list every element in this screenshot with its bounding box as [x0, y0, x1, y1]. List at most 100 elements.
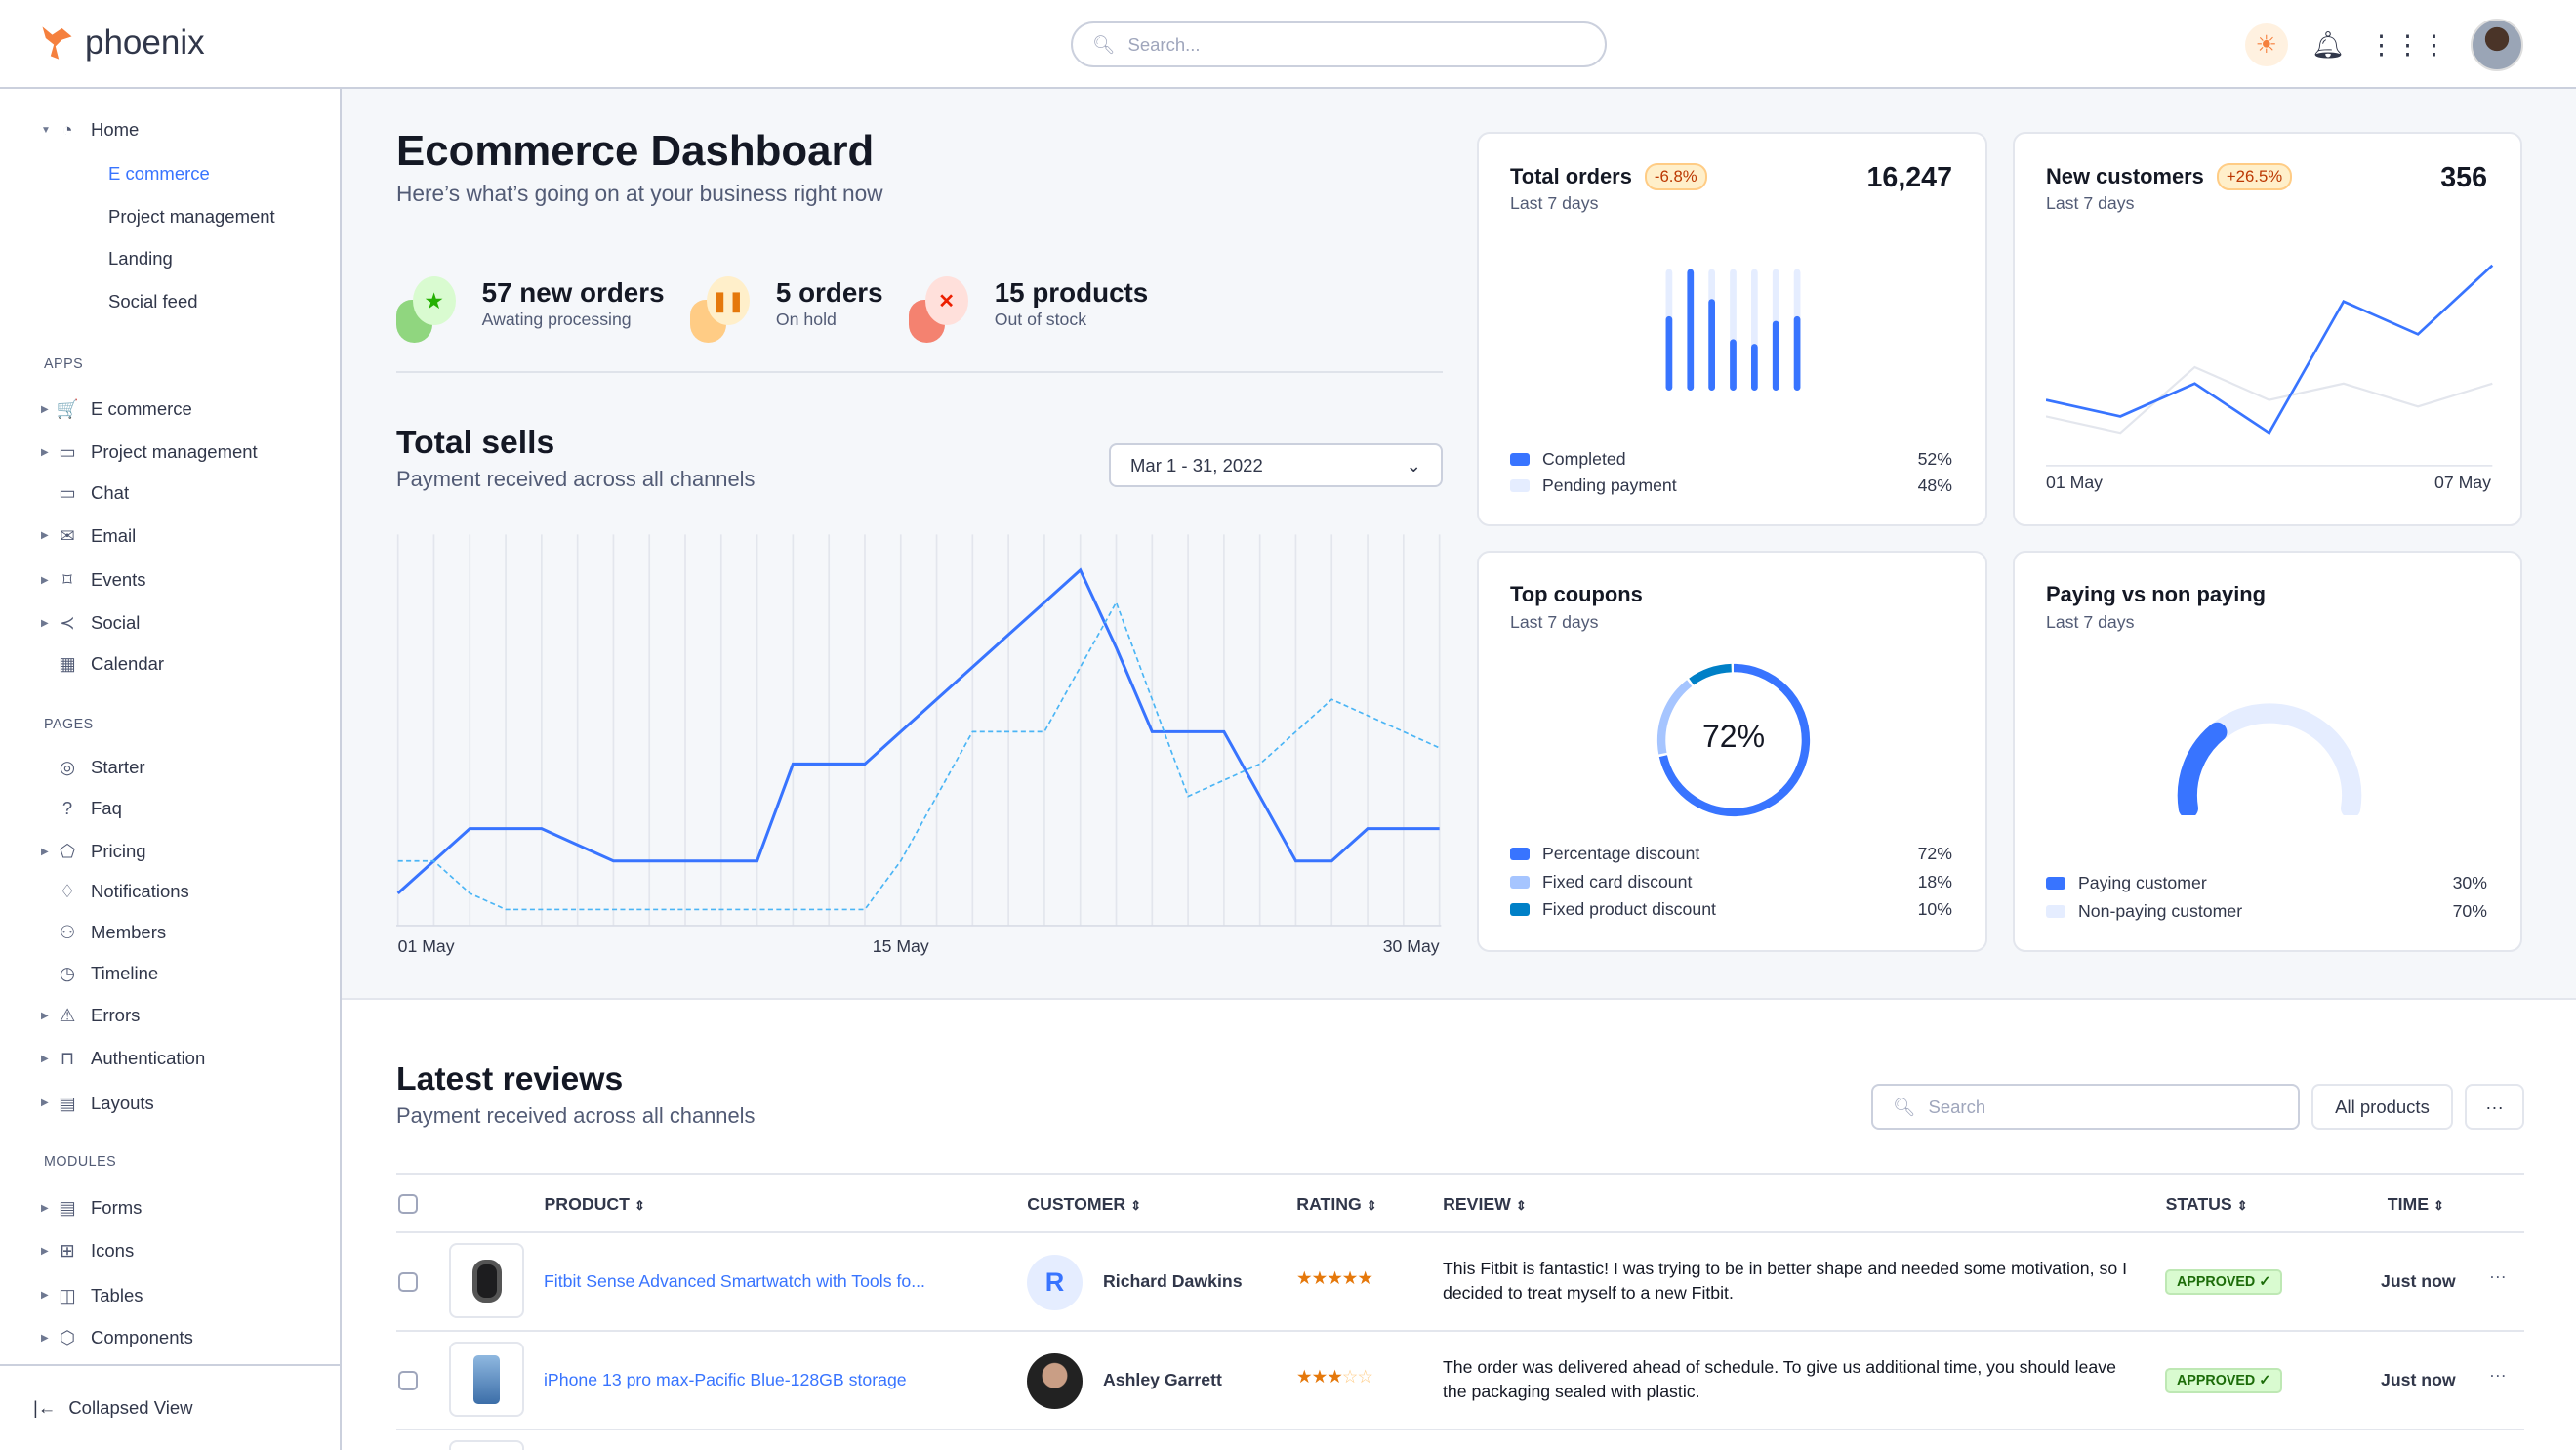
- sidebar-item-project-management[interactable]: ▶ ▭ Project management: [0, 435, 340, 469]
- caret-right-icon: ▶: [41, 574, 49, 586]
- sidebar-item-forms[interactable]: ▶ ▤ Forms: [0, 1191, 340, 1224]
- paying-gauge-chart: [2177, 703, 2362, 815]
- sidebar-section-heading: MODULES: [44, 1153, 117, 1170]
- sidebar-item-faq[interactable]: ? Faq: [0, 792, 340, 825]
- sidebar-item-email[interactable]: ▶ ✉ Email: [0, 519, 340, 553]
- sidebar-item-pricing[interactable]: ▶ ⬠ Pricing: [0, 835, 340, 868]
- product-image: [449, 1243, 524, 1318]
- date-range-select[interactable]: Mar 1 - 31, 2022 ⌄: [1109, 443, 1443, 487]
- global-search-input[interactable]: 🔍︎ Search...: [1071, 21, 1607, 67]
- customer-avatar: R: [1027, 1255, 1083, 1310]
- sidebar-subitem[interactable]: E commerce: [108, 162, 210, 184]
- status-badge: APPROVED ✓: [2165, 1269, 2283, 1295]
- sidebar-item-calendar[interactable]: ▦ Calendar: [0, 647, 340, 681]
- caret-right-icon: ▶: [41, 446, 49, 458]
- row-actions-button[interactable]: ···: [2489, 1266, 2507, 1286]
- caret-right-icon: ▶: [41, 1098, 49, 1109]
- sidebar-item-timeline[interactable]: ◷ Timeline: [0, 957, 340, 990]
- caret-right-icon: ▶: [41, 846, 49, 857]
- paying-card: Paying vs non paying Last 7 days Paying …: [2013, 551, 2522, 952]
- caret-right-icon: ▶: [41, 1053, 49, 1064]
- sidebar-item-notifications[interactable]: ♢ Notifications: [0, 875, 340, 908]
- row-checkbox[interactable]: [398, 1272, 418, 1292]
- review-text: The order was delivered ahead of schedul…: [1443, 1357, 2116, 1401]
- layout-icon: ▤: [59, 1092, 76, 1113]
- sidebar-subitem[interactable]: Project management: [108, 205, 275, 227]
- sidebar-item-e-commerce[interactable]: ▶ 🛒 E commerce: [0, 393, 340, 426]
- total-sells-chart: 01 May 15 May 30 May: [396, 534, 1442, 956]
- compass-icon: ◎: [59, 757, 76, 778]
- date-range-value: Mar 1 - 31, 2022: [1130, 454, 1263, 476]
- sidebar-subitem[interactable]: Social feed: [108, 291, 198, 311]
- product-link[interactable]: Fitbit Sense Advanced Smartwatch with To…: [544, 1271, 925, 1291]
- column-header-rating[interactable]: RATING ⇕: [1296, 1194, 1376, 1215]
- table-row: iPhone 13 pro max-Pacific Blue-128GB sto…: [396, 1332, 2524, 1430]
- column-label: RATING: [1296, 1194, 1362, 1214]
- sidebar-item-label: Social: [91, 612, 141, 634]
- customers-line-chart: [2046, 264, 2494, 467]
- stat-value: 57 new orders: [481, 277, 665, 308]
- series-line-solid: [396, 567, 1440, 894]
- pause-icon: ❚❚: [689, 276, 759, 346]
- column-label: PRODUCT: [544, 1194, 630, 1214]
- star-filled-icon: ★: [1296, 1366, 1313, 1387]
- new-customers-value: 356: [2440, 162, 2487, 193]
- logo[interactable]: phoenix: [39, 23, 205, 62]
- sidebar-item-label: Project management: [91, 441, 258, 463]
- stat-label: Awating processing: [481, 310, 632, 329]
- sidebar-subitem[interactable]: Landing: [108, 248, 173, 269]
- column-header-customer[interactable]: CUSTOMER ⇕: [1027, 1194, 1141, 1215]
- sidebar-item-label: Calendar: [91, 653, 165, 675]
- new-customers-card: New customers +26.5% Last 7 days 356 01 M…: [2013, 132, 2522, 526]
- row-checkbox[interactable]: [398, 1371, 418, 1390]
- sidebar-item-events[interactable]: ▶ ⌑ Events: [0, 563, 340, 597]
- row-actions-button[interactable]: ···: [2489, 1365, 2507, 1385]
- apps-grid-icon[interactable]: ⋮⋮⋮: [2368, 29, 2447, 60]
- sidebar-item-label: Tables: [91, 1284, 143, 1305]
- total-orders-value: 16,247: [1866, 162, 1952, 193]
- grid-icon: ⊞: [60, 1240, 75, 1262]
- column-header-product[interactable]: PRODUCT ⇕: [545, 1194, 645, 1215]
- sidebar-item-members[interactable]: ⚇ Members: [0, 916, 340, 949]
- collapsed-view-button[interactable]: |← Collapsed View: [33, 1397, 193, 1419]
- legend-swatch: [1510, 453, 1530, 466]
- column-header-review[interactable]: REVIEW ⇕: [1443, 1194, 1527, 1215]
- sidebar-item-home[interactable]: ▼ ◔ Home: [0, 113, 340, 146]
- column-header-status[interactable]: STATUS ⇕: [2166, 1194, 2248, 1215]
- sidebar-item-layouts[interactable]: ▶ ▤ Layouts: [0, 1087, 340, 1120]
- product-link[interactable]: iPhone 13 pro max-Pacific Blue-128GB sto…: [544, 1370, 907, 1389]
- latest-reviews-section: Latest reviews Payment received across a…: [342, 998, 2576, 1450]
- sidebar-item-authentication[interactable]: ▶ ⊓ Authentication: [0, 1042, 340, 1075]
- sidebar-item-components[interactable]: ▶ ⬡ Components: [0, 1321, 340, 1354]
- reviews-search-input[interactable]: 🔍︎ Search: [1871, 1084, 2300, 1130]
- reviews-title: Latest reviews: [396, 1060, 624, 1098]
- select-all-checkbox[interactable]: [398, 1194, 418, 1214]
- bell-icon[interactable]: 🔔︎: [2310, 30, 2345, 60]
- card-title: Top coupons: [1510, 582, 1643, 606]
- sidebar-item-starter[interactable]: ◎ Starter: [0, 751, 340, 784]
- sun-icon[interactable]: ☀: [2244, 23, 2288, 66]
- legend-item: Paying customer 30%: [2046, 873, 2487, 893]
- sidebar-item-social[interactable]: ▶ ≺ Social: [0, 606, 340, 640]
- customer-name[interactable]: Richard Dawkins: [1103, 1271, 1243, 1291]
- sidebar-item-chat[interactable]: ▭ Chat: [0, 476, 340, 510]
- user-avatar[interactable]: [2471, 19, 2523, 71]
- customer-avatar: [1027, 1353, 1083, 1409]
- star-filled-icon: ★: [1311, 1267, 1329, 1288]
- sidebar-item-tables[interactable]: ▶ ◫ Tables: [0, 1279, 340, 1312]
- column-header-time[interactable]: TIME ⇕: [2388, 1194, 2444, 1215]
- sidebar-item-icons[interactable]: ▶ ⊞ Icons: [0, 1234, 340, 1267]
- card-subtitle: Last 7 days: [2046, 193, 2135, 213]
- donut-slice: [1656, 663, 1811, 817]
- table-row: [396, 1430, 2524, 1450]
- all-products-button[interactable]: All products: [2311, 1084, 2453, 1130]
- caret-right-icon: ▶: [41, 403, 49, 415]
- legend-value: 70%: [2452, 900, 2487, 921]
- customer-name[interactable]: Ashley Garrett: [1103, 1370, 1222, 1389]
- review-time: Just now: [2381, 1370, 2456, 1389]
- sidebar-item-errors[interactable]: ▶ ⚠ Errors: [0, 999, 340, 1032]
- more-options-button[interactable]: ···: [2465, 1084, 2524, 1130]
- sidebar-item-label: Icons: [91, 1240, 135, 1262]
- bell-icon: ♢: [59, 880, 76, 901]
